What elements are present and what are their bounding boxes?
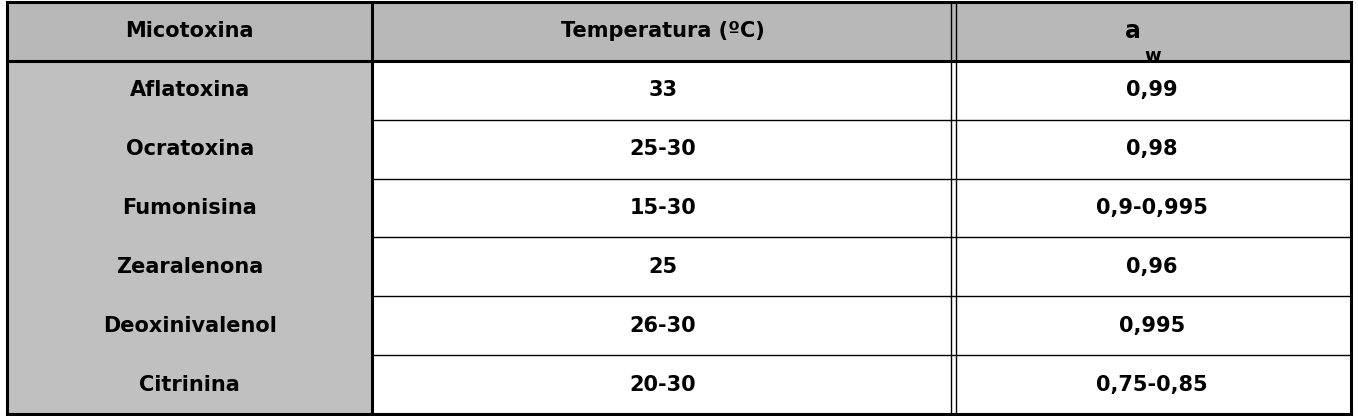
Text: Citrinina: Citrinina bbox=[140, 374, 240, 394]
Text: 0,75-0,85: 0,75-0,85 bbox=[1096, 374, 1209, 394]
Text: Deoxinivalenol: Deoxinivalenol bbox=[103, 316, 277, 336]
Text: 15-30: 15-30 bbox=[630, 198, 697, 218]
Text: 33: 33 bbox=[648, 80, 678, 100]
Text: w: w bbox=[1143, 47, 1161, 65]
Text: 25-30: 25-30 bbox=[630, 139, 697, 159]
Text: 0,9-0,995: 0,9-0,995 bbox=[1096, 198, 1209, 218]
Text: Fumonisina: Fumonisina bbox=[122, 198, 257, 218]
Text: Ocratoxina: Ocratoxina bbox=[125, 139, 254, 159]
Text: Temperatura (ºC): Temperatura (ºC) bbox=[561, 22, 765, 42]
Text: 0,98: 0,98 bbox=[1127, 139, 1177, 159]
Text: 26-30: 26-30 bbox=[630, 316, 697, 336]
Text: 0,995: 0,995 bbox=[1119, 316, 1186, 336]
Text: Aflatoxina: Aflatoxina bbox=[129, 80, 250, 100]
Text: a: a bbox=[1126, 20, 1141, 44]
Text: 20-30: 20-30 bbox=[630, 374, 697, 394]
Text: Zearalenona: Zearalenona bbox=[115, 257, 263, 277]
Text: Micotoxina: Micotoxina bbox=[125, 22, 254, 42]
Text: 25: 25 bbox=[648, 257, 678, 277]
Text: 0,99: 0,99 bbox=[1126, 80, 1177, 100]
Text: 0,96: 0,96 bbox=[1127, 257, 1177, 277]
